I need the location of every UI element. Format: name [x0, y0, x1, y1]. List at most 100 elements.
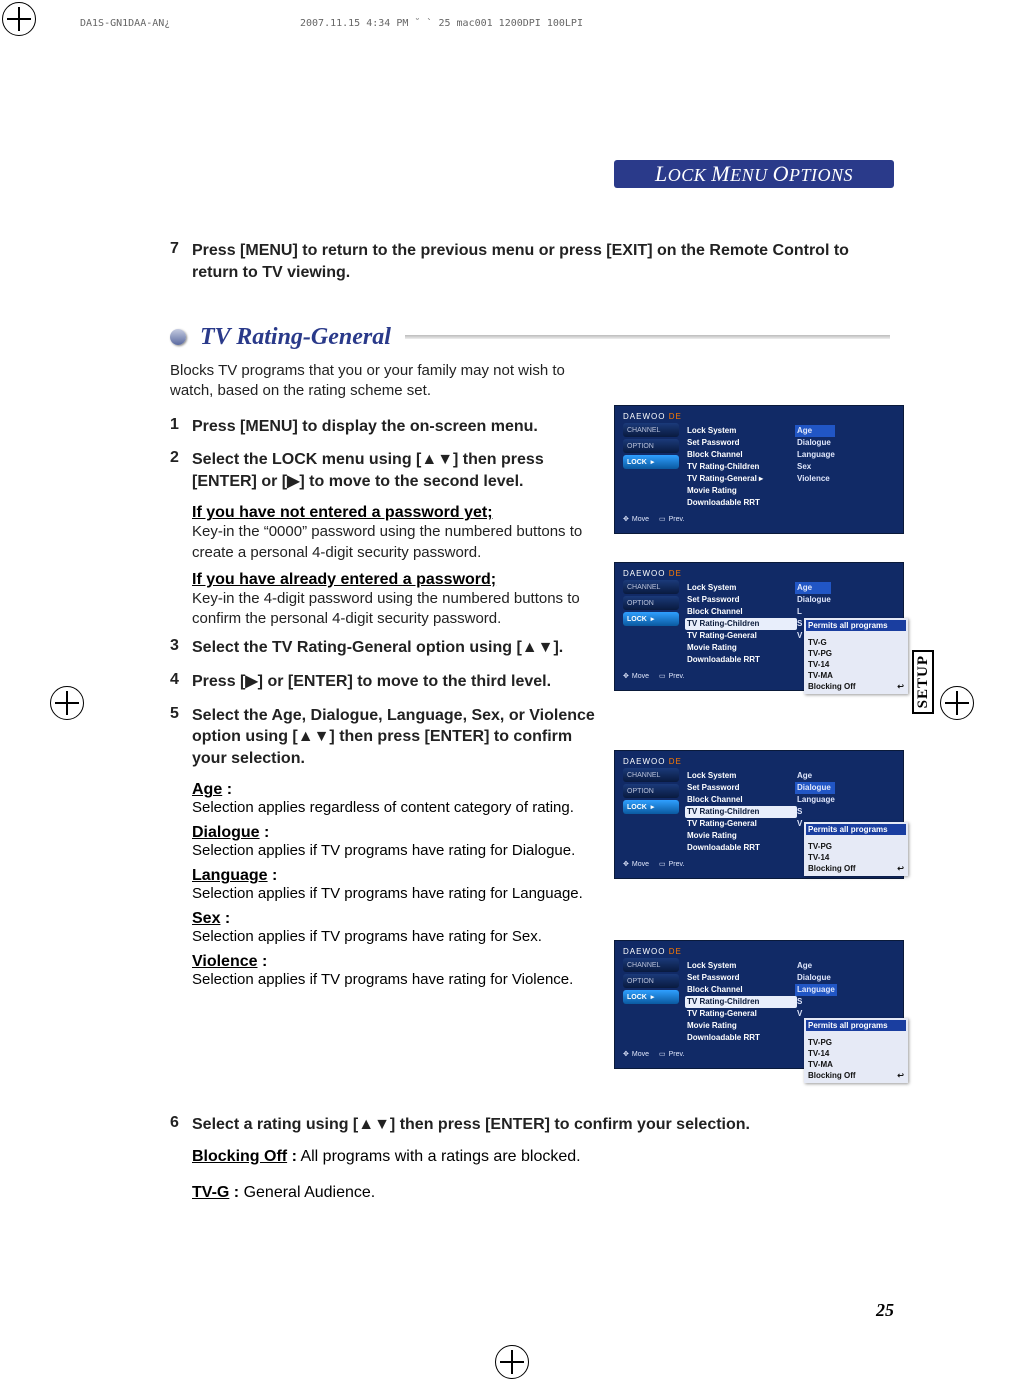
osd-menu-block-channel[interactable]: Block Channel — [687, 449, 797, 461]
osd2-menu-downloadable-rrt[interactable]: Downloadable RRT — [687, 654, 797, 666]
crop-mark-mid-left — [50, 686, 84, 720]
osd3-menu-downloadable-rrt[interactable]: Downloadable RRT — [687, 842, 797, 854]
step-2: 2 Select the LOCK menu using [▲▼] then p… — [170, 449, 610, 492]
step-1: 1 Press [MENU] to display the on-screen … — [170, 416, 610, 438]
setup-side-tab: SETUP — [912, 650, 936, 770]
osd4-menu-lock-system[interactable]: Lock System — [687, 960, 797, 972]
osd2-tab-option[interactable]: OPTION — [623, 596, 679, 610]
step-6-block: 6 Select a rating using [▲▼] then press … — [170, 1114, 890, 1202]
osd4-menu-downloadable-rrt[interactable]: Downloadable RRT — [687, 1032, 797, 1044]
osd3-rating-tv-14[interactable]: TV-14 — [808, 852, 904, 863]
osd4-menu-movie-rating[interactable]: Movie Rating — [687, 1020, 797, 1032]
osd3-sub-s[interactable]: S — [797, 806, 835, 818]
osd-sub-age[interactable]: Age — [795, 425, 835, 437]
osd-sub-violence[interactable]: Violence — [797, 473, 835, 485]
osd2-menu-tv-rating-children[interactable]: TV Rating-Children — [685, 618, 797, 630]
osd2-sub-dialogue[interactable]: Dialogue — [797, 594, 831, 606]
setup-tab-label: SETUP — [915, 655, 932, 708]
section-intro: Blocks TV programs that you or your fami… — [170, 361, 600, 402]
osd3-tab-lock[interactable]: LOCK ▸ — [623, 800, 679, 814]
violence-body: Selection applies if TV programs have ra… — [192, 971, 610, 988]
osd3-blocking-off[interactable]: Blocking Off↩ — [808, 863, 904, 874]
step-2-text: Select the LOCK menu using [▲▼] then pre… — [192, 449, 610, 492]
page-number: 25 — [876, 1300, 894, 1321]
osd-menu-lock-system[interactable]: Lock System — [687, 425, 797, 437]
osd-hint-prev: ▭ Prev. — [659, 515, 684, 523]
osd3-rating-tv-pg[interactable]: TV-PG — [808, 841, 904, 852]
osd4-menu-tv-rating-general[interactable]: TV Rating-General — [687, 1008, 797, 1020]
osd2-tab-channel[interactable]: CHANNEL — [623, 580, 679, 594]
osd2-menu-block-channel[interactable]: Block Channel — [687, 606, 797, 618]
osd-menu-tv-rating-general[interactable]: TV Rating-General ▸ — [687, 473, 797, 485]
osd3-menu-movie-rating[interactable]: Movie Rating — [687, 830, 797, 842]
osd4-sub-s[interactable]: S — [797, 996, 837, 1008]
osd-menu-set-password[interactable]: Set Password — [687, 437, 797, 449]
language-heading: Language : — [192, 867, 610, 885]
osd4-tab-lock[interactable]: LOCK ▸ — [623, 990, 679, 1004]
step-7-text: Press [MENU] to return to the previous m… — [192, 240, 890, 283]
osd2-menu-set-password[interactable]: Set Password — [687, 594, 797, 606]
osd4-blocking-off[interactable]: Blocking Off↩ — [808, 1070, 904, 1081]
osd-screenshot-3: DAEWOO DE CHANNEL OPTION LOCK ▸ Lock Sys… — [614, 750, 904, 879]
osd4-menu-set-password[interactable]: Set Password — [687, 972, 797, 984]
osd4-rating-tv-pg[interactable]: TV-PG — [808, 1037, 904, 1048]
have-password-body: Key-in the 4-digit password using the nu… — [192, 589, 610, 630]
osd3-tab-channel[interactable]: CHANNEL — [623, 768, 679, 782]
osd4-menu-tv-rating-children[interactable]: TV Rating-Children — [685, 996, 797, 1008]
step-2-number: 2 — [170, 449, 192, 492]
osd2-rating-tv-pg[interactable]: TV-PG — [808, 648, 904, 659]
osd-tab-lock[interactable]: LOCK ▸ — [623, 455, 679, 469]
step-5-number: 5 — [170, 705, 192, 770]
osd3-tab-option[interactable]: OPTION — [623, 784, 679, 798]
step-5-text: Select the Age, Dialogue, Language, Sex,… — [192, 705, 610, 770]
osd4-sub-language[interactable]: Language — [795, 984, 837, 996]
osd2-rating-tv-ma[interactable]: TV-MA — [808, 670, 904, 681]
osd4-rating-tv-14[interactable]: TV-14 — [808, 1048, 904, 1059]
step-3-text: Select the TV Rating-General option usin… — [192, 637, 610, 659]
osd3-popup: Permits all programs TV-PG TV-14 Blockin… — [804, 822, 908, 876]
osd-sub-sex[interactable]: Sex — [797, 461, 835, 473]
osd2-rating-tv-g[interactable]: TV-G — [808, 637, 904, 648]
osd4-permits[interactable]: Permits all programs — [806, 1020, 906, 1031]
osd-menu-downloadable-rrt[interactable]: Downloadable RRT — [687, 497, 797, 509]
osd2-tab-lock[interactable]: LOCK ▸ — [623, 612, 679, 626]
violence-heading: Violence : — [192, 953, 610, 971]
crop-mark-mid-right — [940, 686, 974, 720]
tv-g-heading: TV-G : General Audience. — [192, 1184, 890, 1202]
osd3-sub-age[interactable]: Age — [797, 770, 835, 782]
osd-tab-channel[interactable]: CHANNEL — [623, 423, 679, 437]
osd3-menu-block-channel[interactable]: Block Channel — [687, 794, 797, 806]
osd2-blocking-off[interactable]: Blocking Off↩ — [808, 681, 904, 692]
osd2-sub-age[interactable]: Age — [795, 582, 831, 594]
osd2-rating-tv-14[interactable]: TV-14 — [808, 659, 904, 670]
step-3: 3 Select the TV Rating-General option us… — [170, 637, 610, 659]
osd3-menu-set-password[interactable]: Set Password — [687, 782, 797, 794]
age-heading: Age : — [192, 781, 610, 799]
osd4-tab-channel[interactable]: CHANNEL — [623, 958, 679, 972]
osd3-sub-dialogue[interactable]: Dialogue — [795, 782, 835, 794]
language-body: Selection applies if TV programs have ra… — [192, 885, 610, 902]
osd2-permits[interactable]: Permits all programs — [806, 620, 906, 631]
osd-sub-dialogue[interactable]: Dialogue — [797, 437, 835, 449]
osd2-menu-movie-rating[interactable]: Movie Rating — [687, 642, 797, 654]
print-filename: DA1S-GN1DAA-AN¿ — [80, 18, 170, 29]
osd-sub-language[interactable]: Language — [797, 449, 835, 461]
osd4-sub-dialogue[interactable]: Dialogue — [797, 972, 837, 984]
osd4-tab-option[interactable]: OPTION — [623, 974, 679, 988]
osd3-menu-tv-rating-general[interactable]: TV Rating-General — [687, 818, 797, 830]
section-title: TV Rating-General — [198, 324, 405, 351]
osd2-menu-lock-system[interactable]: Lock System — [687, 582, 797, 594]
osd3-sub-language[interactable]: Language — [797, 794, 835, 806]
osd2-sub-l[interactable]: L — [797, 606, 831, 618]
osd-tab-option[interactable]: OPTION — [623, 439, 679, 453]
osd4-sub-age[interactable]: Age — [797, 960, 837, 972]
osd-menu-movie-rating[interactable]: Movie Rating — [687, 485, 797, 497]
osd4-menu-block-channel[interactable]: Block Channel — [687, 984, 797, 996]
osd3-permits[interactable]: Permits all programs — [806, 824, 906, 835]
osd3-menu-tv-rating-children[interactable]: TV Rating-Children — [685, 806, 797, 818]
osd3-menu-lock-system[interactable]: Lock System — [687, 770, 797, 782]
osd-menu-tv-rating-children[interactable]: TV Rating-Children — [687, 461, 797, 473]
section-rule — [405, 335, 890, 339]
osd4-rating-tv-ma[interactable]: TV-MA — [808, 1059, 904, 1070]
osd2-menu-tv-rating-general[interactable]: TV Rating-General — [687, 630, 797, 642]
